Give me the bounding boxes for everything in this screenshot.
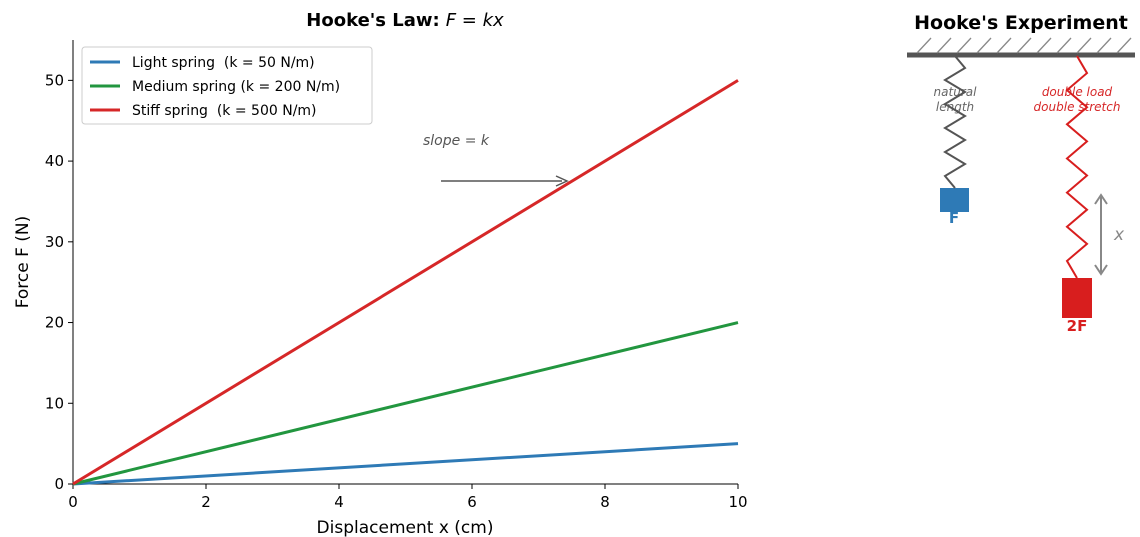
y-tick-label: 0 [54,475,64,493]
x-tick-label: 10 [728,493,747,511]
title-text: Hooke's Law: [306,10,439,31]
y-tick-label: 30 [45,233,64,251]
y-tick-label: 20 [45,314,64,332]
series-line [72,442,739,486]
hatch [1016,37,1032,54]
x-tick-label: 0 [68,493,78,511]
left-label: length [936,100,974,114]
hatch [916,37,932,54]
legend-label: Medium spring (k = 200 N/m) [132,79,340,95]
hatch [1116,37,1132,54]
spring [943,55,967,189]
x-tick-label: 8 [600,493,610,511]
hatch [1036,37,1052,54]
left-label: natural [934,85,978,99]
right-load-label: 2F [1067,317,1088,335]
series-line [72,79,739,486]
x-tick-label: 2 [201,493,211,511]
diagram: Hooke's Experiment x natural length doub… [907,12,1135,335]
heavy-load [1062,278,1092,318]
series-line [72,321,739,486]
hatch [1076,37,1092,54]
legend-box [81,46,373,125]
right-label: double load [1042,85,1113,99]
y-tick-label: 50 [45,71,64,89]
light-load [940,188,969,212]
legend-label: Stiff spring (k = 500 N/m) [132,103,317,119]
hatch [1056,37,1072,54]
annotation: slope = k [423,133,490,149]
hatch [936,37,952,54]
x-tick-label: 6 [467,493,477,511]
hatch [956,37,972,54]
y-axis-label: Force F (N) [13,216,33,309]
title-formula: F = kx [446,10,504,31]
diagram-title: Hooke's Experiment [914,12,1128,34]
hatch [976,37,992,54]
x-axis-label: Displacement x (cm) [317,518,494,537]
stretch-label: x [1113,225,1125,245]
legend-label: Light spring (k = 50 N/m) [132,55,315,71]
y-tick-label: 10 [45,394,64,412]
chart-title: Hooke's Law: F = kx [306,10,504,31]
left-load-label: F [949,209,959,227]
annotation-arrowhead [555,175,569,187]
hatch [996,37,1012,54]
hatch [1096,37,1112,54]
y-tick-label: 40 [45,152,64,170]
stretch-arrowheads [1094,193,1108,276]
spring [1065,55,1089,279]
x-tick-label: 4 [334,493,344,511]
right-label: double stretch [1034,100,1121,114]
